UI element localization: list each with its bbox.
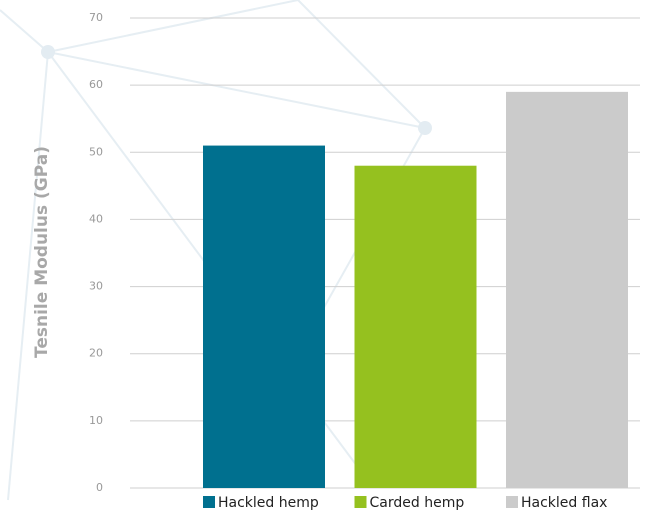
y-tick-label: 10 <box>89 414 103 427</box>
y-tick-label: 50 <box>89 145 103 158</box>
y-tick-label: 0 <box>96 481 103 494</box>
legend-label: Hackled hemp <box>218 495 319 510</box>
bar <box>354 165 477 488</box>
legend-label: Hackled flax <box>521 495 607 510</box>
y-tick-label: 40 <box>89 212 103 225</box>
y-tick-label: 70 <box>89 11 103 24</box>
legend-swatch <box>354 496 367 508</box>
bar <box>506 91 628 488</box>
legend-swatch <box>506 496 518 508</box>
y-tick-label: 60 <box>89 78 103 91</box>
y-tick-label: 30 <box>89 280 103 293</box>
y-tick-label: 20 <box>89 347 103 360</box>
y-axis-label: Tesnile Modulus (GPa) <box>32 146 52 358</box>
legend-label: Carded hemp <box>370 495 465 510</box>
bar <box>203 145 325 489</box>
legend-swatch <box>203 496 215 508</box>
